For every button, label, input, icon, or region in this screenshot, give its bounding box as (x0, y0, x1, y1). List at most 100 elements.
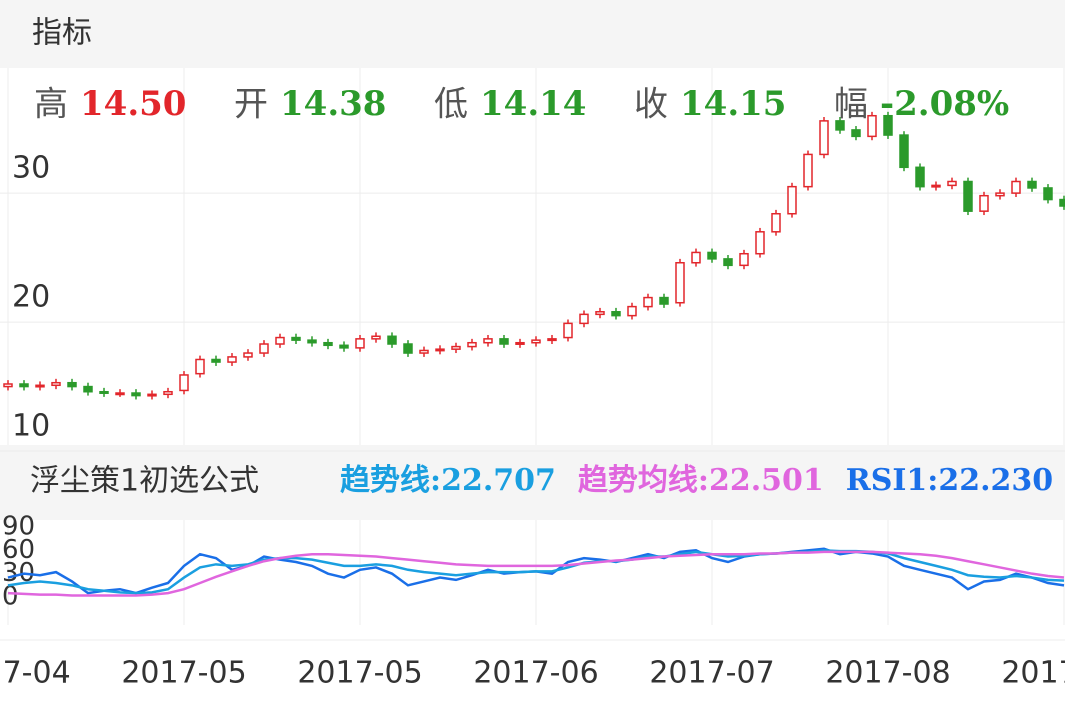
candle-body (819, 120, 829, 156)
candle-body (339, 344, 349, 349)
candle-body (259, 343, 269, 354)
candle-body (675, 262, 685, 304)
quote-label: 高 (34, 85, 68, 125)
candle-body (131, 392, 141, 397)
candle-body (755, 231, 765, 255)
candle-body (1027, 180, 1037, 189)
candle-body (867, 114, 877, 138)
indicator-readout: 趋势线:22.707 (340, 463, 556, 498)
candle-body (147, 393, 157, 397)
candle-body (579, 313, 589, 325)
candle-body (979, 194, 989, 212)
candle-body (771, 212, 781, 233)
candle-body (931, 184, 941, 188)
indicator-title: 浮尘策1初选公式 (30, 464, 259, 499)
candle-body (3, 383, 13, 388)
candle-body (115, 392, 125, 396)
candle-body (499, 338, 509, 345)
candle-body (531, 339, 541, 344)
candle-body (915, 166, 925, 188)
candle-body (1059, 198, 1065, 207)
candle-body (275, 336, 285, 345)
indicator-readout: RSI1:22.230 (846, 463, 1053, 498)
x-tick-label: 2017-06 (473, 656, 598, 691)
candle-body (403, 343, 413, 354)
quote-value: 14.38 (280, 84, 386, 124)
candle-body (435, 348, 445, 352)
candle-body (179, 374, 189, 392)
candle-body (707, 251, 717, 260)
candle-body (323, 341, 333, 347)
candle-body (227, 356, 237, 363)
candle-body (1011, 180, 1021, 194)
candle-body (803, 153, 813, 188)
candle-body (83, 385, 93, 393)
candle-body (1043, 187, 1053, 201)
quote-value: 14.50 (80, 84, 186, 124)
candle-body (995, 192, 1005, 197)
candle-body (963, 180, 973, 212)
candle-body (291, 336, 301, 341)
candle-body (419, 349, 429, 354)
quote-label: 低 (434, 85, 468, 125)
x-tick-label: 2017-08 (1001, 656, 1065, 691)
x-tick-label: 2017-05 (121, 656, 246, 691)
candle-body (467, 341, 477, 348)
candle-body (35, 384, 45, 388)
candle-body (595, 311, 605, 316)
candle-body (835, 120, 845, 131)
candle-body (723, 258, 733, 267)
candle-body (739, 252, 749, 267)
candle-body (99, 390, 109, 394)
candle-body (947, 180, 957, 187)
y-tick-label: 0 (2, 582, 19, 612)
candle-body (883, 114, 893, 136)
candle-body (19, 383, 29, 388)
indicator-bar (0, 445, 1065, 520)
candle-body (51, 381, 61, 387)
candle-body (355, 338, 365, 349)
candle-body (851, 129, 861, 138)
indicator-line (7, 550, 1065, 597)
candle-body (563, 322, 573, 339)
indicator-readout: 趋势均线:22.501 (578, 463, 824, 498)
candle-body (243, 352, 253, 358)
header-bar (0, 0, 1065, 68)
candle-body (483, 338, 493, 344)
y-tick-label: 90 (2, 512, 35, 542)
x-tick-label: 2017-08 (825, 656, 950, 691)
y-tick-label: 20 (12, 280, 50, 315)
candle-body (211, 358, 221, 363)
x-tick-label: 2017-05 (297, 656, 422, 691)
candle-body (659, 296, 669, 305)
candle-body (611, 311, 621, 317)
candle-body (691, 251, 701, 264)
quote-value: 14.15 (680, 84, 786, 124)
candle-body (515, 341, 525, 345)
candle-body (163, 390, 173, 396)
candle-body (67, 381, 77, 388)
quote-label: 开 (234, 85, 268, 125)
quote-label: 收 (634, 85, 668, 125)
candle-body (387, 335, 397, 345)
quote-label: 幅 (834, 85, 868, 125)
candle-body (371, 335, 381, 340)
y-tick-label: 10 (12, 409, 50, 444)
x-tick-label: 2017-07 (649, 656, 774, 691)
candle-body (307, 339, 317, 344)
candle-body (627, 305, 637, 317)
quote-value: 14.14 (480, 84, 586, 124)
y-tick-label: 30 (12, 151, 50, 186)
candle-body (899, 134, 909, 169)
candle-body (451, 345, 461, 350)
candle-body (547, 338, 557, 342)
candle-body (787, 185, 797, 215)
x-tick-label: 2017-04 (0, 656, 71, 691)
quote-value: -2.08% (880, 84, 1009, 124)
y-tick-label: 60 (2, 535, 35, 565)
candle-body (643, 296, 653, 308)
candle-body (195, 358, 205, 375)
header-title: 指标 (32, 16, 92, 51)
